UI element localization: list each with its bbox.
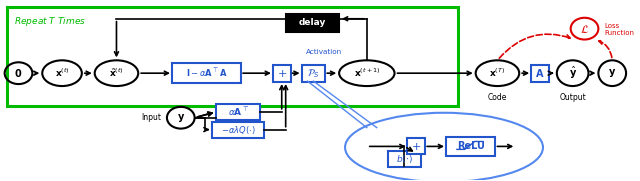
Text: $\mathbf{I} - \alpha\mathbf{A}^\top\mathbf{A}$: $\mathbf{I} - \alpha\mathbf{A}^\top\math… [186, 67, 227, 79]
Text: $b(\cdot)$: $b(\cdot)$ [396, 153, 413, 165]
Text: $-\alpha\lambda Q(\cdot)$: $-\alpha\lambda Q(\cdot)$ [221, 124, 255, 136]
Text: $+$: $+$ [276, 68, 287, 79]
Text: Output: Output [559, 93, 586, 102]
FancyBboxPatch shape [273, 65, 291, 82]
Text: delay: delay [299, 18, 326, 27]
Text: Activation: Activation [305, 49, 342, 55]
Text: $\mathbf{y}$: $\mathbf{y}$ [177, 112, 185, 124]
FancyBboxPatch shape [531, 65, 549, 82]
FancyBboxPatch shape [212, 122, 264, 138]
Text: $+$: $+$ [412, 141, 421, 152]
Text: $\mathbf{0}$: $\mathbf{0}$ [14, 67, 22, 79]
Text: $\mathcal{P}_S$: $\mathcal{P}_S$ [307, 67, 320, 80]
FancyBboxPatch shape [408, 138, 425, 154]
Text: Code: Code [488, 93, 507, 102]
Text: Input: Input [141, 113, 161, 122]
Text: $\mathcal{L}$: $\mathcal{L}$ [580, 23, 589, 35]
FancyBboxPatch shape [446, 136, 495, 156]
Text: $\mathbf{A}$: $\mathbf{A}$ [535, 67, 545, 79]
Text: $\hat{\mathbf{y}}$: $\hat{\mathbf{y}}$ [568, 65, 577, 81]
FancyBboxPatch shape [285, 14, 339, 32]
Text: Loss
Function: Loss Function [604, 23, 634, 36]
FancyBboxPatch shape [388, 151, 421, 167]
FancyBboxPatch shape [301, 65, 325, 82]
Text: $\mathbf{x}^{(t+1)}$: $\mathbf{x}^{(t+1)}$ [353, 67, 380, 79]
Text: $\mathbf{x}^{(T)}$: $\mathbf{x}^{(T)}$ [490, 67, 506, 79]
Text: $\mathbf{y}$: $\mathbf{y}$ [608, 67, 616, 79]
Text: $\mathbf{x}^{(t)}$: $\mathbf{x}^{(t)}$ [54, 67, 70, 79]
FancyBboxPatch shape [216, 104, 260, 120]
FancyBboxPatch shape [172, 63, 241, 83]
Text: $\tilde{\mathbf{x}}^{(t)}$: $\tilde{\mathbf{x}}^{(t)}$ [109, 67, 124, 79]
Text: ReLU: ReLU [457, 141, 484, 151]
Text: Repeat $T$ Times: Repeat $T$ Times [13, 15, 86, 28]
Text: $\alpha\mathbf{A}^\top$: $\alpha\mathbf{A}^\top$ [228, 106, 249, 118]
